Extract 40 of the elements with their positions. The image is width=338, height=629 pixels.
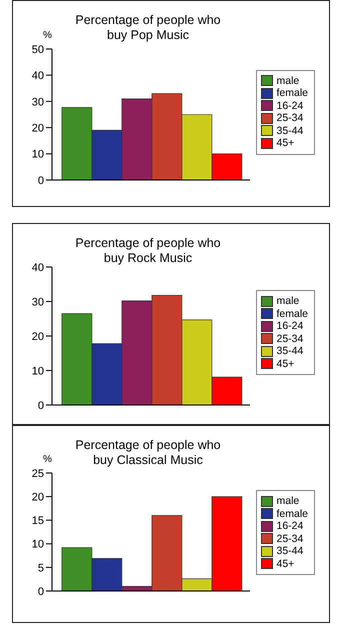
legend-label: 45+ [276, 358, 294, 370]
legend-label: female [276, 508, 308, 520]
legend-label: 25-34 [276, 112, 304, 124]
legend-label: 16-24 [276, 320, 304, 332]
chart-title: Percentage of people who buy Classical Music [74, 438, 222, 468]
y-tick-label: 30 [32, 296, 44, 308]
legend-label: 25-34 [276, 532, 304, 545]
legend-label: 45+ [276, 137, 294, 150]
legend-label: male [276, 295, 300, 308]
y-tick-label: 25 [32, 468, 44, 480]
y-axis-title: % [43, 30, 52, 41]
y-tick-label: 20 [32, 492, 44, 504]
y-tick-label: 0 [38, 586, 44, 598]
y-tick-label: 40 [32, 70, 44, 82]
y-tick-label: 0 [38, 174, 44, 187]
y-tick-label: 40 [32, 262, 44, 274]
y-axis-title: % [43, 454, 52, 465]
y-tick-label: 5 [38, 562, 44, 574]
y-tick-label: 30 [32, 96, 44, 108]
chart-title: Percentage of people who buy Rock Music [74, 236, 222, 266]
legend-label: female [276, 87, 308, 100]
legend-label: 25-34 [276, 332, 304, 345]
legend-label: 35-44 [276, 124, 304, 137]
y-tick-label: 10 [32, 148, 44, 161]
legend-label: 35-44 [276, 545, 304, 558]
legend-label: male [276, 74, 300, 87]
y-tick-label: 10 [32, 538, 44, 551]
y-tick-label: 20 [32, 330, 44, 343]
y-tick-label: 50 [32, 44, 44, 56]
legend-label: female [276, 308, 308, 320]
legend-label: 45+ [276, 558, 294, 570]
chart-title: Percentage of people who buy Pop Music [74, 13, 222, 43]
y-tick-label: 0 [38, 400, 44, 412]
legend-label: male [276, 495, 300, 508]
y-tick-label: 20 [32, 122, 44, 135]
legend-label: 16-24 [276, 100, 304, 112]
legend-label: 35-44 [276, 345, 304, 358]
y-tick-label: 10 [32, 365, 44, 378]
legend-label: 16-24 [276, 520, 304, 532]
y-tick-label: 15 [32, 515, 44, 528]
